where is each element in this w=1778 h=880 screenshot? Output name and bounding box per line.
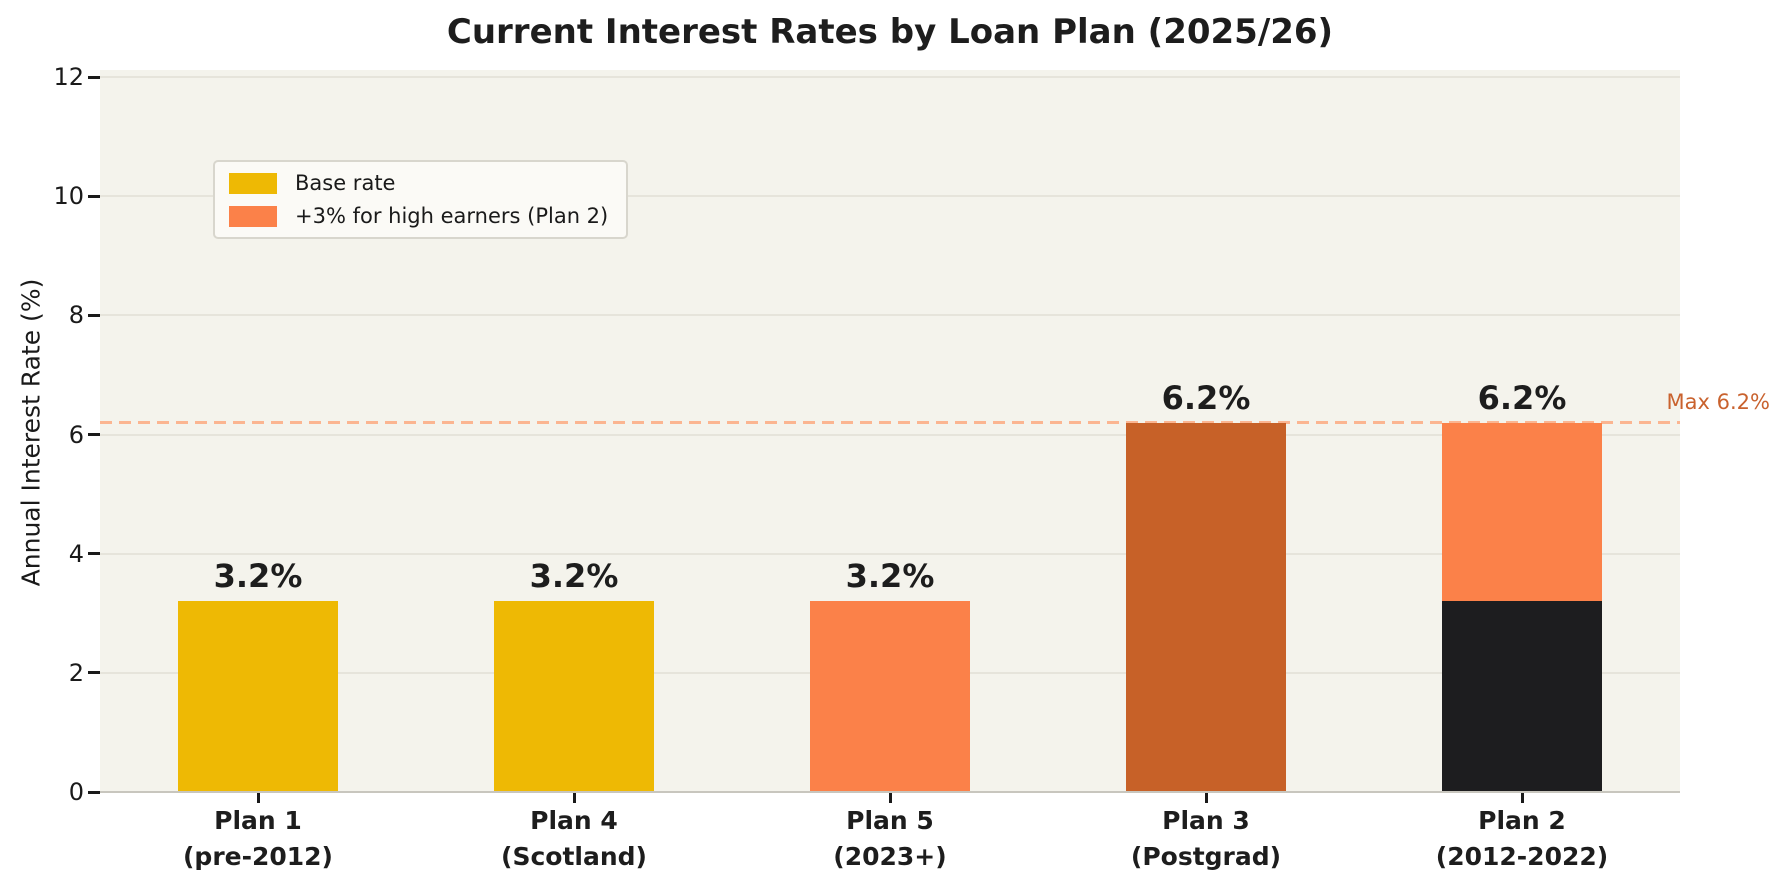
max-rate-label: Max 6.2% xyxy=(1666,390,1770,414)
gridline-y-6 xyxy=(100,433,1680,436)
y-tick-label-4: 4 xyxy=(68,539,84,568)
legend-label-high-earners: +3% for high earners (Plan 2) xyxy=(295,204,609,228)
x-tick-mark xyxy=(1520,793,1524,803)
legend-item-high-earners: +3% for high earners (Plan 2) xyxy=(229,204,608,228)
bar-plan-2-segment-1 xyxy=(1442,422,1602,602)
y-tick-mark-10 xyxy=(88,194,100,198)
y-tick-mark-6 xyxy=(88,433,100,436)
bar-plan-2-segment-0 xyxy=(1442,601,1602,792)
gridline-y-4 xyxy=(100,552,1680,555)
bar-value-label: 3.2% xyxy=(845,557,935,596)
bar-value-label: 3.2% xyxy=(529,557,619,596)
max-rate-reference-line xyxy=(100,421,1680,425)
legend: Base rate +3% for high earners (Plan 2) xyxy=(213,160,629,239)
legend-item-base-rate: Base rate xyxy=(229,171,608,195)
bar-plan-1-segment-0 xyxy=(178,601,338,792)
x-tick-mark xyxy=(1204,793,1208,803)
bar-plan-3-segment-0 xyxy=(1126,422,1286,792)
y-tick-label-8: 8 xyxy=(68,301,84,330)
x-tick-label: Plan 1 (pre-2012) xyxy=(183,806,333,871)
x-tick-label: Plan 4 (Scotland) xyxy=(501,806,647,871)
y-tick-label-2: 2 xyxy=(68,658,84,687)
legend-swatch-base-rate xyxy=(229,172,277,194)
chart-title: Current Interest Rates by Loan Plan (202… xyxy=(446,12,1334,52)
y-tick-mark-12 xyxy=(88,75,100,79)
x-tick-mark xyxy=(256,793,260,803)
bar-value-label: 6.2% xyxy=(1161,378,1251,417)
gridline-y-8 xyxy=(100,314,1680,317)
y-tick-label-12: 12 xyxy=(53,63,84,91)
y-tick-label-6: 6 xyxy=(68,420,84,449)
plot-area: Base rate +3% for high earners (Plan 2) … xyxy=(100,70,1680,792)
legend-label-base-rate: Base rate xyxy=(295,171,396,195)
y-tick-mark-0 xyxy=(88,790,100,794)
y-tick-label-0: 0 xyxy=(68,778,84,806)
bar-plan-5-segment-0 xyxy=(810,601,970,792)
legend-swatch-high-earners xyxy=(229,205,277,227)
gridline-y-10 xyxy=(100,195,1680,198)
gridline-y-12 xyxy=(100,76,1680,78)
x-axis-line xyxy=(90,791,1680,793)
x-tick-label: Plan 3 (Postgrad) xyxy=(1130,806,1282,871)
y-tick-mark-2 xyxy=(88,671,100,675)
x-tick-mark xyxy=(572,793,576,803)
x-tick-label: Plan 5 (2023+) xyxy=(833,806,947,871)
bar-value-label: 3.2% xyxy=(213,557,303,596)
y-tick-mark-8 xyxy=(88,313,100,317)
x-tick-label: Plan 2 (2012-2022) xyxy=(1435,806,1609,871)
x-tick-mark xyxy=(888,793,892,803)
bar-plan-4-segment-0 xyxy=(494,601,654,792)
y-tick-label-10: 10 xyxy=(53,182,84,211)
bar-value-label: 6.2% xyxy=(1477,378,1567,417)
y-tick-mark-4 xyxy=(88,552,100,556)
